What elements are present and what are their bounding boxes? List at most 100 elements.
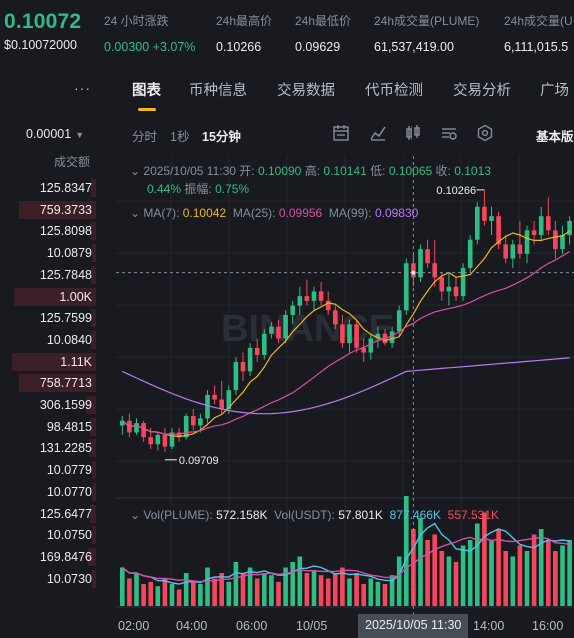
low-value: 0.10065 (388, 164, 433, 178)
candle-body (283, 314, 288, 339)
order-book-row[interactable]: 1.00K (0, 287, 96, 307)
high-value: 0.10141 (323, 164, 367, 178)
tab-coin-info[interactable]: 币种信息 (189, 83, 247, 99)
interval-timeline[interactable]: 分时 (132, 130, 158, 144)
ma99-label: MA(99): (328, 206, 372, 220)
tab-square[interactable]: 广场 (540, 83, 569, 99)
order-book-row[interactable]: 759.3733 (0, 200, 96, 220)
x-axis-label: 10/05 (296, 619, 328, 633)
ma25-label: MA(25): (232, 206, 276, 220)
tab-trade-analysis[interactable]: 交易分析 (453, 83, 511, 99)
order-amount: 10.0750 (46, 528, 92, 543)
candle-body (333, 310, 338, 325)
volume-bar (453, 562, 459, 606)
volume-bar (219, 573, 224, 606)
depth-bar (91, 179, 96, 197)
stat-label: 24h最低价 (295, 14, 352, 28)
chart-toolbar: 分时 1秒 15分钟 基本 (116, 114, 574, 152)
candle-body (304, 296, 310, 301)
high-label: 高: (304, 164, 321, 178)
order-book-row[interactable]: 125.7599 (0, 308, 96, 328)
order-book-row[interactable]: 758.7713 (0, 373, 96, 393)
vol-ma-b-value: 557.531K (447, 508, 500, 522)
candle-body (233, 361, 239, 391)
volume-bar (418, 518, 423, 606)
order-amount: 1.00K (59, 289, 92, 304)
order-amount: 169.8476 (39, 549, 92, 564)
volume-bar (567, 540, 572, 606)
order-book-row[interactable]: 10.0750 (0, 525, 96, 545)
candle-body (269, 326, 274, 334)
order-book-row[interactable]: 169.8476 (0, 547, 96, 567)
order-book-row[interactable]: 1.11K (0, 352, 96, 372)
candle-body (418, 249, 423, 278)
stat-24h-volume-base: 24h成交量(PLUME) 61,537,419.00 (374, 12, 479, 54)
chart-area[interactable]: BINANCE 0.10266 0.09709 ⌄ 2025/10/05 11:3… (116, 156, 574, 638)
order-book-row[interactable]: 10.0730 (0, 569, 96, 589)
order-book-row[interactable]: 306.1599 (0, 395, 96, 415)
order-book-row[interactable]: 125.8347 (0, 178, 96, 198)
main-panel: 图表 币种信息 交易数据 代币检测 交易分析 广场 分时 1秒 15分钟 (116, 66, 574, 638)
chart-mode-basic[interactable]: 基本版 (536, 130, 574, 144)
crosshair-time-label: 2025/10/05 11:30 (358, 614, 469, 638)
volume-bar (205, 567, 210, 606)
tab-chart[interactable]: 图表 (132, 83, 161, 99)
volume-bar (290, 562, 295, 606)
kline-chart[interactable]: BINANCE 0.10266 0.09709 (116, 156, 574, 638)
order-book-row[interactable]: 125.8098 (0, 221, 96, 241)
more-options-icon[interactable]: ··· (74, 80, 91, 96)
order-amount: 306.1599 (39, 398, 92, 412)
tab-token-check[interactable]: 代币检测 (365, 83, 423, 99)
vol-base-value: 572.158K (216, 508, 268, 522)
volume-bar (276, 581, 281, 606)
indicator-icon[interactable] (332, 124, 350, 142)
precision-value: 0.00001 (26, 127, 72, 141)
order-book-row[interactable]: 131.2285 (0, 438, 96, 458)
collapse-chevron-icon[interactable]: ⌄ (130, 508, 141, 522)
candle-body (148, 437, 153, 445)
stat-label: 24h成交量(U (504, 14, 573, 28)
collapse-chevron-icon[interactable]: ⌄ (130, 206, 141, 220)
volume-bar (120, 567, 125, 606)
interval-15m[interactable]: 15分钟 (202, 130, 241, 144)
ticker-header: 0.10072 $0.10072000 24 小时涨跌 0.00300 +3.0… (0, 0, 574, 62)
candle-body (510, 244, 516, 259)
drawing-tools-icon[interactable] (440, 124, 458, 142)
candle-body (254, 347, 260, 355)
precision-selector[interactable]: 0.00001 ▼ (26, 127, 84, 141)
price-marks: 0.10266 0.09709 (164, 185, 485, 467)
volume-bar (531, 534, 537, 606)
ma-lines-layer (121, 230, 570, 438)
candle-body (475, 206, 480, 240)
candle-body (553, 230, 558, 250)
order-book-row[interactable]: 10.0779 (0, 460, 96, 480)
settings-icon[interactable] (476, 124, 494, 142)
order-book-row[interactable]: 125.7848 (0, 265, 96, 285)
tab-trading-data[interactable]: 交易数据 (277, 83, 335, 99)
stat-24h-change: 24 小时涨跌 0.00300 +3.07% (104, 12, 195, 54)
interval-1s[interactable]: 1秒 (170, 130, 190, 144)
volume-bar (382, 584, 388, 606)
stat-24h-volume-quote: 24h成交量(U 6,111,015.5 (504, 12, 573, 54)
stat-24h-low: 24h最低价 0.09629 (295, 12, 351, 54)
order-amount: 1.11K (60, 354, 92, 369)
order-book-row[interactable]: 10.0770 (0, 482, 96, 502)
collapse-chevron-icon[interactable]: ⌄ (130, 164, 141, 178)
candle-body (219, 399, 224, 409)
x-axis-label: 14:00 (473, 619, 505, 633)
volume-bar (311, 570, 317, 606)
order-book-row[interactable]: 98.4815 (0, 417, 96, 437)
order-book-row[interactable]: 10.0840 (0, 330, 96, 350)
order-book-row[interactable]: 10.0879 (0, 243, 96, 263)
volume-bar (439, 551, 445, 606)
volume-bar (283, 567, 288, 606)
volume-bar (262, 573, 267, 606)
order-book-row[interactable]: 125.6477 (0, 504, 96, 524)
depth-bar (89, 439, 96, 458)
x-axis-label: 04:00 (176, 619, 208, 633)
line-chart-icon[interactable] (369, 124, 387, 142)
order-amount: 10.0730 (46, 571, 92, 586)
volume-bar (183, 573, 189, 606)
volume-bar (482, 512, 487, 606)
candle-type-icon[interactable] (404, 124, 422, 142)
